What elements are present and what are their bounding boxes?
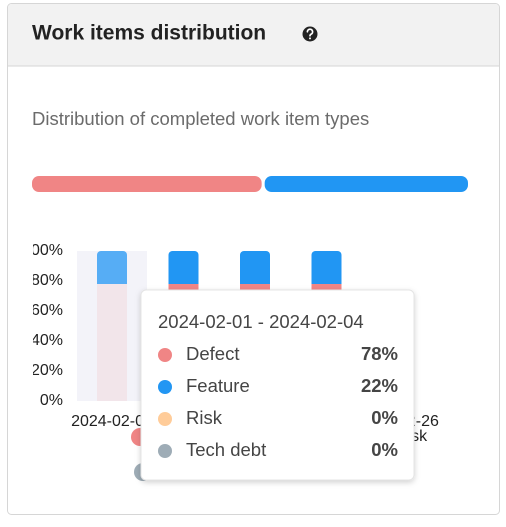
tooltip-marker — [158, 348, 172, 362]
tooltip-box — [140, 289, 415, 481]
y-tick-label: 0% — [40, 392, 63, 409]
y-tick-label: 20% — [31, 362, 63, 379]
tooltip: 2024-02-01 - 2024-02-04 Defect 78% Feature 2… — [140, 289, 415, 481]
tooltip-marker — [158, 380, 172, 394]
tooltip-value: 0% — [371, 407, 398, 428]
tooltip-value: 0% — [371, 439, 398, 460]
tooltip-title: 2024-02-01 - 2024-02-04 — [158, 311, 364, 332]
bar-segment — [240, 251, 270, 284]
help-icon[interactable] — [302, 26, 318, 42]
bar-segment — [168, 251, 199, 284]
tooltip-marker — [158, 444, 172, 458]
y-tick-label: 80% — [31, 272, 63, 289]
tooltip-label: Tech debt — [186, 439, 266, 460]
summary-segment — [264, 176, 468, 192]
bar-segment — [311, 251, 342, 284]
tooltip-value: 22% — [361, 375, 398, 396]
bar-segment — [97, 284, 127, 401]
tooltip-label: Feature — [186, 375, 250, 396]
card-title: Work items distribution — [32, 22, 266, 45]
y-tick-label: 60% — [31, 302, 63, 319]
y-tick-label: 100% — [22, 242, 63, 259]
tooltip-marker — [158, 412, 172, 426]
summary-bar — [32, 176, 468, 192]
tooltip-label: Defect — [186, 343, 239, 364]
bar-segment — [97, 251, 127, 284]
tooltip-label: Risk — [186, 407, 223, 428]
y-tick-label: 40% — [31, 332, 63, 349]
tooltip-value: 78% — [361, 343, 398, 364]
card-header — [8, 4, 499, 66]
x-tick-label: 2024-02-01 — [71, 413, 153, 430]
chart-subtitle: Distribution of completed work item type… — [32, 108, 369, 129]
summary-segment — [32, 176, 262, 192]
